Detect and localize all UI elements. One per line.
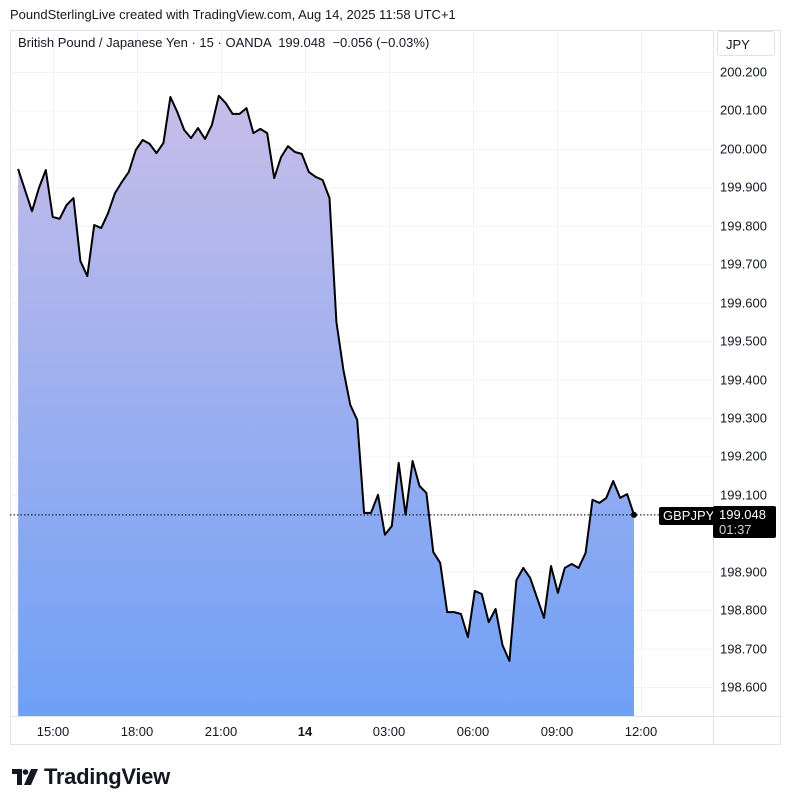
price-tick-label: 200.200: [720, 64, 767, 80]
price-tick-label: 199.500: [720, 333, 767, 349]
price-tick-label: 199.200: [720, 448, 767, 464]
source: OANDA: [225, 35, 271, 50]
time-tick-label: 21:00: [204, 724, 238, 739]
symbol-name: British Pound / Japanese Yen: [18, 35, 188, 50]
price-tick-label: 198.800: [720, 602, 767, 618]
chart-frame: [10, 30, 781, 745]
price-label-value: 199.048: [719, 507, 766, 522]
price-tick-label: 200.100: [720, 102, 767, 118]
price-tick-label: 199.300: [720, 410, 767, 426]
price-line: [17, 94, 635, 662]
price-tick-label: 198.700: [720, 641, 767, 657]
price-tick-label: 199.900: [720, 179, 767, 195]
tradingview-logo-icon: [12, 769, 38, 785]
tradingview-logo[interactable]: TradingView: [12, 764, 170, 790]
price-tick-label: 199.800: [720, 218, 767, 234]
interval: 15: [199, 35, 214, 50]
price-tick-label: 199.100: [720, 487, 767, 503]
symbol-label: GBPJPY: [659, 507, 719, 525]
time-tick-label: 15:00: [36, 724, 70, 739]
last-point-marker: [631, 511, 637, 518]
time-tick-label: 09:00: [540, 724, 574, 739]
time-tick-label: 03:00: [372, 724, 406, 739]
price-change: −0.056 (−0.03%): [332, 35, 430, 50]
area-fill: [18, 95, 635, 717]
bar-countdown: 01:37: [719, 522, 752, 537]
chart-credit: PoundSterlingLive created with TradingVi…: [10, 7, 456, 22]
price-tick-label: 199.700: [720, 256, 767, 272]
currency-button[interactable]: JPY: [717, 31, 775, 56]
price-tick-label: 198.600: [720, 679, 767, 695]
last-price: 199.048: [278, 35, 326, 50]
symbol-legend: British Pound / Japanese Yen · 15 · OAND…: [18, 35, 430, 50]
price-tick-label: 198.900: [720, 564, 767, 580]
price-label: 199.048 01:37: [713, 506, 776, 538]
time-tick-label: 06:00: [456, 724, 490, 739]
logo-text: TradingView: [44, 764, 170, 789]
price-tick-label: 200.000: [720, 141, 767, 157]
price-tick-label: 199.400: [720, 372, 767, 388]
price-tick-label: 199.600: [720, 295, 767, 311]
time-tick-label: 14: [297, 724, 313, 739]
time-tick-label: 18:00: [120, 724, 154, 739]
time-tick-label: 12:00: [624, 724, 658, 739]
